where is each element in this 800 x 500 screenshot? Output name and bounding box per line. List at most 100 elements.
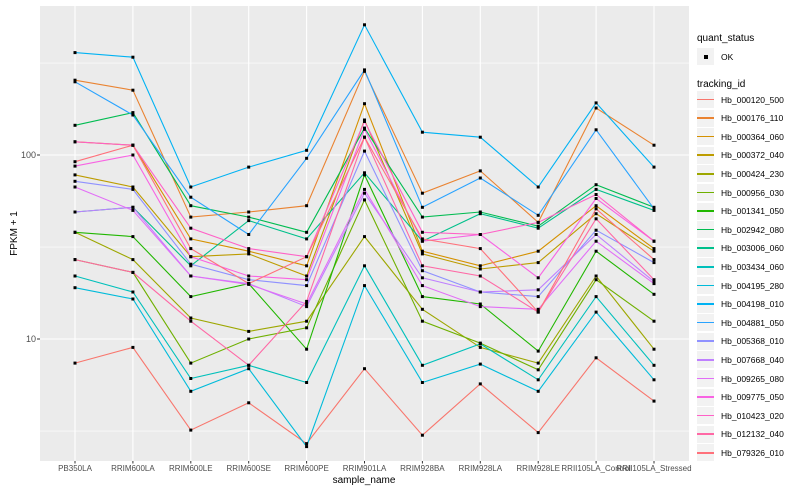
legend-entry-label: Hb_002942_080 bbox=[721, 224, 784, 235]
data-point bbox=[247, 215, 251, 219]
legend-entry-label: Hb_004881_050 bbox=[721, 317, 784, 328]
legend-entry-label: Hb_007668_040 bbox=[721, 354, 784, 365]
data-point bbox=[305, 445, 309, 449]
data-point bbox=[363, 367, 366, 371]
legend-row: Hb_009265_080 bbox=[697, 370, 800, 387]
data-point bbox=[363, 191, 366, 195]
legend-row: Hb_000120_500 bbox=[697, 91, 800, 108]
data-point bbox=[478, 233, 482, 236]
data-point bbox=[363, 264, 366, 268]
data-point bbox=[420, 130, 424, 134]
data-point bbox=[189, 389, 193, 393]
legend-key-box bbox=[697, 388, 714, 406]
data-point bbox=[652, 208, 656, 212]
data-point bbox=[536, 224, 540, 228]
data-point bbox=[247, 282, 251, 286]
data-point bbox=[420, 215, 424, 219]
data-point bbox=[652, 319, 656, 323]
legend-key-box bbox=[697, 351, 714, 369]
data-point bbox=[189, 428, 193, 432]
legend-key-line-icon bbox=[697, 228, 714, 231]
data-point bbox=[305, 274, 309, 278]
data-point bbox=[305, 319, 309, 323]
x-tick-label: RRIM901LA bbox=[342, 464, 387, 473]
data-point bbox=[131, 270, 135, 274]
data-point bbox=[420, 249, 424, 253]
legend-key-line-icon bbox=[697, 433, 714, 436]
data-point bbox=[73, 51, 77, 55]
legend-key-box bbox=[697, 91, 714, 108]
data-point bbox=[478, 267, 482, 271]
legend: quant_status OK tracking_id Hb_000120_50… bbox=[697, 0, 800, 500]
data-point bbox=[594, 187, 598, 191]
data-point bbox=[478, 345, 482, 349]
data-point bbox=[131, 153, 135, 157]
data-point bbox=[305, 381, 309, 384]
data-point bbox=[131, 143, 135, 147]
data-point bbox=[536, 249, 540, 253]
data-point bbox=[247, 274, 251, 278]
data-point bbox=[363, 173, 366, 177]
data-point bbox=[131, 208, 135, 212]
data-point bbox=[305, 284, 309, 288]
data-point bbox=[652, 292, 656, 296]
data-point bbox=[420, 307, 424, 311]
legend-row: Hb_000956_030 bbox=[697, 184, 800, 201]
legend-row: Hb_003434_060 bbox=[697, 258, 800, 276]
data-point bbox=[305, 204, 309, 208]
data-point bbox=[73, 123, 77, 127]
data-point bbox=[73, 160, 77, 164]
data-point bbox=[478, 247, 482, 251]
legend-row: Hb_000364_060 bbox=[697, 128, 800, 146]
legend-row: Hb_004198_010 bbox=[697, 295, 800, 313]
data-point bbox=[131, 205, 135, 209]
quant-status-ok-point-icon bbox=[703, 54, 708, 59]
legend-key-line-icon bbox=[697, 265, 714, 268]
data-point bbox=[536, 378, 540, 382]
data-point bbox=[305, 347, 309, 351]
legend-entry-label: OK bbox=[721, 51, 734, 62]
data-point bbox=[305, 299, 309, 303]
data-point bbox=[189, 226, 193, 230]
x-tick-label: RRIM600SE bbox=[226, 464, 271, 473]
data-point bbox=[420, 319, 424, 323]
legend-key-box bbox=[697, 314, 714, 332]
legend-row: Hb_005368_010 bbox=[697, 332, 800, 350]
data-point bbox=[478, 176, 482, 180]
data-point bbox=[652, 239, 656, 243]
legend-key-line-icon bbox=[697, 154, 714, 157]
data-point bbox=[536, 349, 540, 353]
data-point bbox=[478, 212, 482, 216]
data-point bbox=[363, 68, 366, 72]
legend-key-box bbox=[697, 184, 714, 201]
legend-entry-label: Hb_004198_010 bbox=[721, 299, 784, 310]
data-point bbox=[247, 252, 251, 256]
legend-key-line-icon bbox=[697, 247, 714, 250]
data-point bbox=[652, 249, 656, 253]
y-tick-labels: 100 10 bbox=[0, 0, 36, 500]
data-point bbox=[247, 247, 251, 251]
data-point bbox=[247, 233, 251, 236]
x-tick-label: RRIM928LA bbox=[458, 464, 503, 473]
legend-row: Hb_004195_280 bbox=[697, 277, 800, 294]
legend-key-line-icon bbox=[697, 172, 714, 175]
data-point bbox=[305, 156, 309, 160]
data-point bbox=[305, 255, 309, 259]
legend-entry-label: Hb_000364_060 bbox=[721, 131, 784, 142]
data-point bbox=[536, 220, 540, 224]
legend-row: Hb_000176_110 bbox=[697, 109, 800, 127]
data-point bbox=[189, 361, 193, 365]
legend-key-line-icon bbox=[697, 377, 714, 380]
x-tick-labels: PB350LA RRIM600LA RRIM600LE RRIM600SE RRIM60… bbox=[0, 464, 800, 476]
data-point bbox=[594, 197, 598, 200]
legend-key-line-icon bbox=[697, 191, 714, 194]
data-point bbox=[652, 363, 656, 367]
data-point bbox=[478, 305, 482, 309]
legend-row: Hb_012132_040 bbox=[697, 425, 800, 443]
data-point bbox=[420, 239, 424, 243]
data-point bbox=[594, 217, 598, 221]
legend-row: Hb_002942_080 bbox=[697, 221, 800, 239]
data-point bbox=[594, 278, 598, 282]
x-axis-title: sample_name bbox=[332, 475, 396, 486]
data-point bbox=[305, 326, 309, 330]
